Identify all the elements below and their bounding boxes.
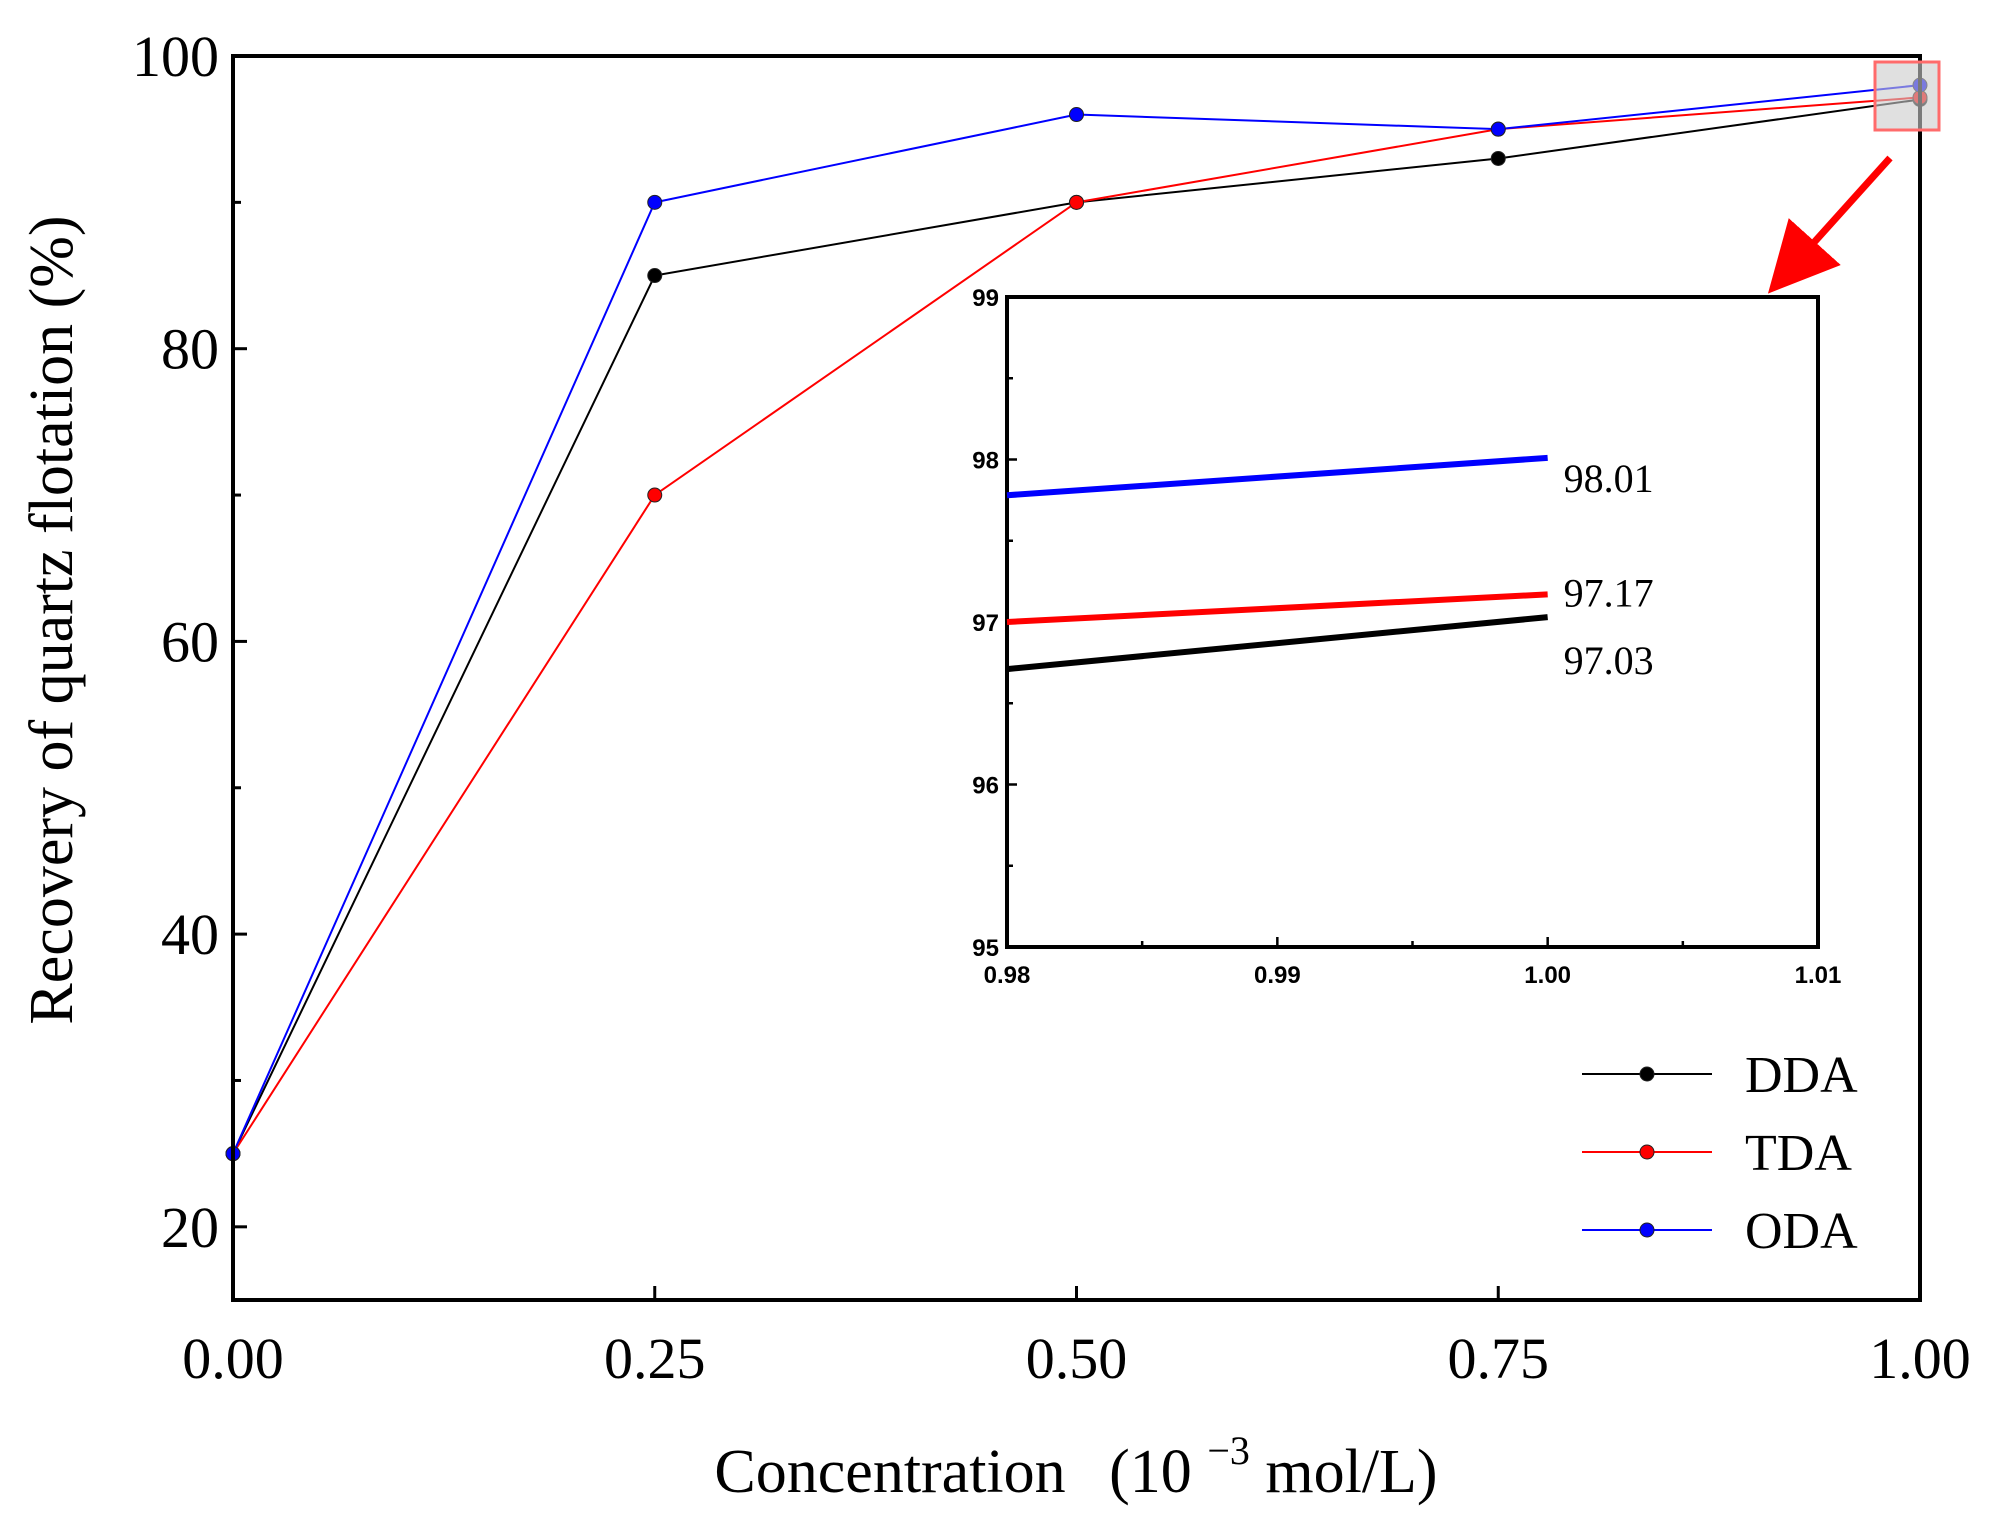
x-axis-title-unit-prefix: (10 (1109, 1438, 1192, 1506)
inset-y-tick-label: 97 (972, 610, 999, 637)
x-axis-title-main: Concentration (714, 1438, 1065, 1506)
x-tick-label: 1.00 (1869, 1326, 1971, 1391)
data-point-dda (1490, 150, 1506, 166)
inset-value-label-dda: 97.03 (1564, 638, 1654, 683)
data-point-oda (647, 194, 663, 210)
data-point-oda (1490, 121, 1506, 137)
legend: DDA TDA ODA (1582, 1047, 1858, 1260)
y-tick-label: 20 (161, 1195, 219, 1260)
inset-y-tick-label: 96 (972, 773, 999, 800)
inset-line-tda (1006, 591, 1548, 625)
x-axis-title: Concentration (10 −3 mol/L) (714, 1410, 1437, 1506)
data-point-oda (1069, 107, 1084, 123)
inset-line-oda (1006, 454, 1548, 499)
inset-y-tick-label: 98 (972, 448, 999, 475)
inset-line-dda (1006, 614, 1548, 673)
legend-marker-tda (1639, 1144, 1655, 1160)
main-plot-frame (231, 54, 1922, 1302)
y-axis-title: Recovery of quartz flotation (%) (18, 215, 86, 1024)
x-tick-label: 0.75 (1448, 1326, 1550, 1391)
highlight-box (1873, 60, 1941, 132)
y-tick-label: 60 (161, 609, 219, 674)
legend-label-dda: DDA (1745, 1047, 1858, 1104)
data-point-tda (1069, 194, 1084, 210)
inset-y-tick-label: 99 (972, 285, 999, 312)
inset-x-tick-label: 1.00 (1524, 962, 1571, 989)
inset-x-tick-label: 0.98 (984, 962, 1031, 989)
y-tick-label: 80 (161, 317, 219, 382)
data-point-dda (647, 268, 663, 284)
x-tick-label: 0.00 (182, 1326, 284, 1391)
inset-value-label-tda: 97.17 (1564, 570, 1654, 615)
inset-tick-labels: 95 96 97 98 99 0.98 0.99 1.00 1.01 97.03 97.17 98.0… (972, 285, 1841, 989)
x-tick-label: 0.50 (1026, 1326, 1128, 1391)
legend-marker-dda (1639, 1066, 1655, 1082)
inset-value-label-oda: 98.01 (1564, 456, 1654, 501)
inset-y-tick-label: 95 (972, 935, 999, 962)
inset-frame (1005, 295, 1820, 949)
inset-x-tick-label: 0.99 (1254, 962, 1301, 989)
inset-x-tick-label: 1.01 (1795, 962, 1842, 989)
data-point-tda (647, 487, 663, 503)
legend-marker-oda (1639, 1222, 1655, 1238)
main-tick-labels: 20 40 60 80 100 0.00 0.25 0.50 0.75 1.00 (132, 24, 1971, 1391)
legend-label-oda: ODA (1745, 1203, 1858, 1260)
inset-series (1006, 454, 1548, 673)
y-tick-label: 100 (132, 24, 219, 89)
y-tick-label: 40 (161, 902, 219, 967)
x-axis-title-unit-exp: −3 (1207, 1428, 1250, 1473)
inset-chart: 95 96 97 98 99 0.98 0.99 1.00 1.01 97.03 97.17 98.0… (972, 285, 1841, 989)
legend-label-tda: TDA (1745, 1125, 1852, 1182)
x-tick-label: 0.25 (604, 1326, 706, 1391)
x-axis-title-unit-suffix: mol/L) (1265, 1438, 1437, 1506)
callout-arrow (1767, 155, 1893, 294)
